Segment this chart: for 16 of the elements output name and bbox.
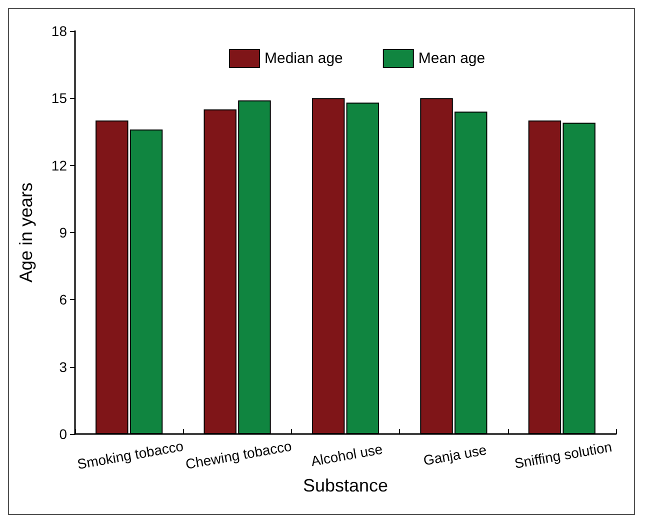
y-tick-label: 3	[59, 358, 68, 375]
x-tick-label: Smoking tobacco	[76, 438, 185, 472]
x-tick-label: Chewing tobacco	[184, 438, 293, 472]
y-tick-label: 18	[51, 23, 68, 39]
legend-label: Median age	[264, 50, 343, 67]
y-axis-title: Age in years	[16, 182, 36, 283]
x-tick-label: Sniffing solution	[513, 438, 614, 472]
y-tick-label: 12	[51, 157, 68, 174]
x-tick-label: Ganja use	[422, 441, 488, 468]
y-tick-label: 6	[59, 292, 68, 308]
x-tick-label: Alcohol use	[310, 440, 384, 470]
legend-label: Mean age	[418, 50, 486, 67]
y-tick-label: 9	[59, 224, 68, 240]
y-tick-label: 0	[59, 426, 68, 442]
x-axis-title: Substance	[302, 476, 388, 496]
y-tick-label: 15	[51, 90, 68, 106]
